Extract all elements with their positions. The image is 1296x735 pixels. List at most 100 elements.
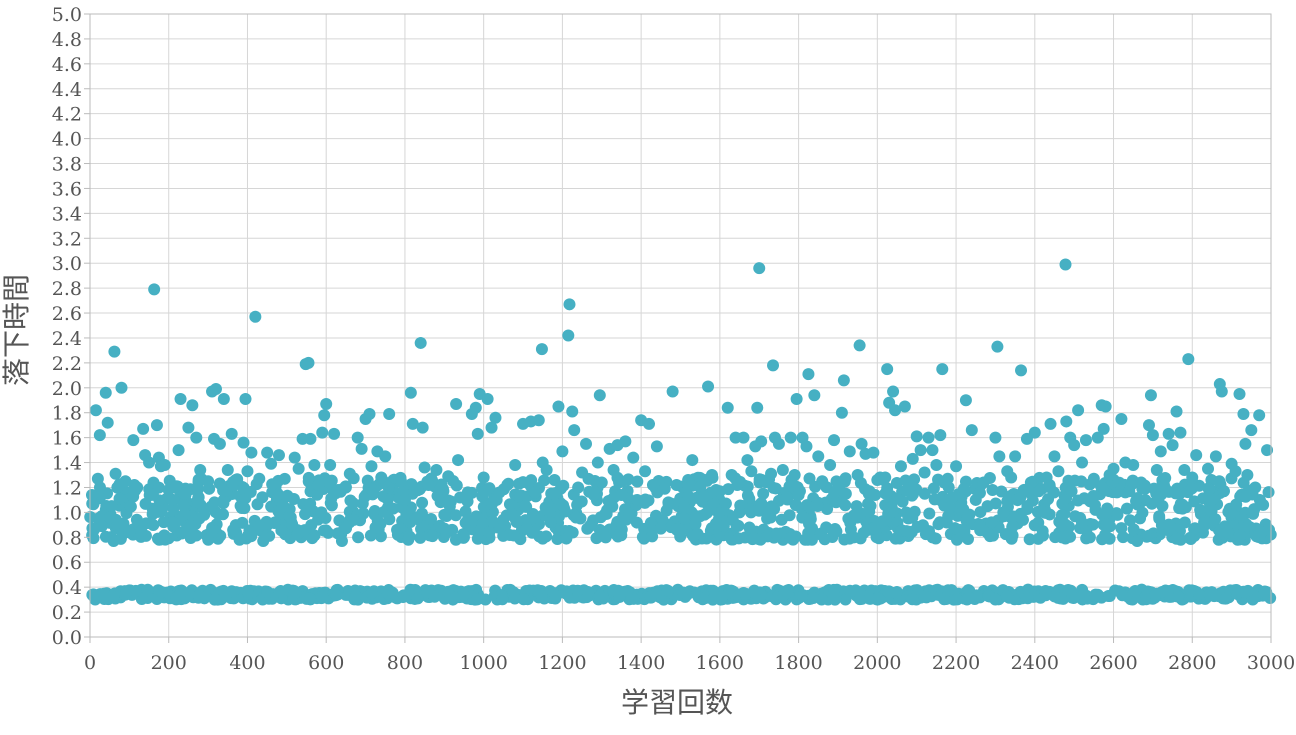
data-point (137, 422, 150, 435)
data-point (816, 475, 829, 488)
data-point (485, 421, 498, 434)
data-point (682, 490, 695, 503)
data-point (95, 520, 108, 533)
data-point (594, 590, 607, 603)
data-point (1044, 417, 1057, 430)
data-point (1131, 492, 1144, 505)
data-point (298, 524, 311, 537)
data-point (989, 593, 1002, 606)
y-tick-label: 0.6 (52, 552, 82, 574)
data-point (1174, 426, 1187, 439)
data-point (469, 401, 482, 414)
data-point (961, 510, 974, 523)
data-point (1162, 427, 1175, 440)
data-point (702, 380, 715, 393)
data-point (1145, 497, 1158, 510)
data-point (997, 506, 1010, 519)
data-point (767, 481, 780, 494)
data-point (505, 507, 518, 520)
data-point (308, 459, 321, 472)
data-point (208, 496, 221, 509)
data-point (981, 500, 994, 513)
data-point (192, 496, 205, 509)
plot-frame (89, 13, 1272, 638)
data-point (857, 527, 870, 540)
data-point (166, 516, 179, 529)
data-point (837, 374, 850, 387)
data-point (646, 478, 659, 491)
data-point (812, 450, 825, 463)
data-point (818, 533, 831, 546)
y-tick-label: 1.4 (52, 453, 82, 475)
data-point (906, 452, 919, 465)
data-point (593, 389, 606, 402)
data-point (734, 475, 747, 488)
data-point (993, 450, 1006, 463)
data-point (662, 498, 675, 511)
data-point (1110, 486, 1123, 499)
data-point (217, 494, 230, 507)
data-point (790, 393, 803, 406)
data-point (922, 431, 935, 444)
data-point (849, 508, 862, 521)
data-point (257, 535, 270, 548)
data-point (719, 497, 732, 510)
data-point (101, 416, 114, 429)
data-point (566, 405, 579, 418)
data-point (192, 473, 205, 486)
data-point (219, 590, 232, 603)
data-point (238, 502, 251, 515)
data-point (434, 482, 447, 495)
data-point (862, 592, 875, 605)
data-point (404, 386, 417, 399)
data-point (411, 592, 424, 605)
data-point (509, 459, 522, 472)
data-point (986, 483, 999, 496)
data-point (879, 487, 892, 500)
data-point (1233, 529, 1246, 542)
data-point (85, 488, 98, 501)
x-axis-title: 学習回数 (621, 686, 733, 719)
data-point (369, 521, 382, 534)
x-tick-label: 2400 (1011, 652, 1059, 674)
data-point (938, 476, 951, 489)
data-point (265, 457, 278, 470)
x-tick-label: 1200 (538, 652, 586, 674)
data-point (1013, 492, 1026, 505)
data-point (1153, 512, 1166, 525)
data-point (932, 518, 945, 531)
data-point (725, 469, 738, 482)
data-point (650, 440, 663, 453)
data-point (934, 429, 947, 442)
data-point (796, 590, 809, 603)
data-point (349, 590, 362, 603)
data-point (213, 437, 226, 450)
data-point (847, 531, 860, 544)
data-point (143, 456, 156, 469)
data-point (430, 464, 443, 477)
data-point (989, 431, 1002, 444)
data-point (622, 473, 635, 486)
data-point (678, 501, 691, 514)
data-point (1142, 419, 1155, 432)
data-point (1230, 498, 1243, 511)
data-point (755, 435, 768, 448)
data-point (544, 516, 557, 529)
data-point (849, 584, 862, 597)
data-point (540, 464, 553, 477)
data-point (147, 519, 160, 532)
dense-band-points (84, 471, 1277, 606)
data-point (1065, 485, 1078, 498)
data-point (803, 517, 816, 530)
data-point (824, 459, 837, 472)
data-point (631, 493, 644, 506)
data-point (97, 587, 110, 600)
data-point (347, 497, 360, 510)
data-point (839, 472, 852, 485)
data-point (1263, 523, 1276, 536)
data-point (938, 593, 951, 606)
data-point (1053, 515, 1066, 528)
data-point (1188, 495, 1201, 508)
data-point (418, 461, 431, 474)
data-point (1088, 499, 1101, 512)
